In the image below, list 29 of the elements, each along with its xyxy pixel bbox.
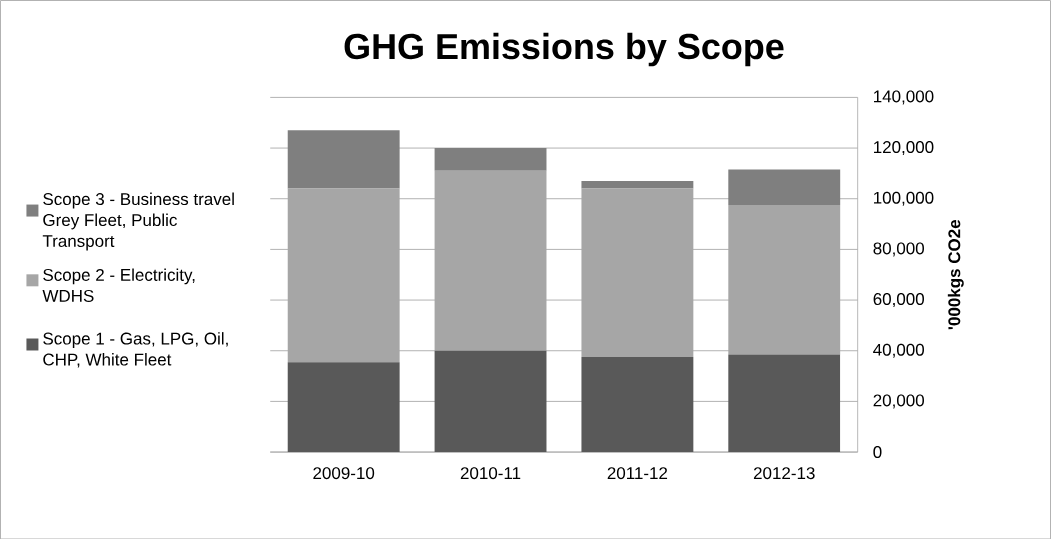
bar <box>434 147 547 171</box>
legend-label: Scope 2 - Electricity, WDHS <box>42 268 195 302</box>
y-axis-title: '000kgs CO2e <box>947 219 964 329</box>
bar <box>287 188 400 362</box>
chart-title: GHG Emissions by Scope <box>344 32 784 67</box>
bar <box>287 130 400 189</box>
y-tick-label: 120,000 <box>874 140 934 155</box>
bar <box>434 170 547 351</box>
x-tick-label: 2009-10 <box>313 466 375 479</box>
y-tick-label: 80,000 <box>873 242 924 257</box>
bar <box>434 350 547 452</box>
y-tick-label: 40,000 <box>873 343 924 358</box>
bar <box>581 180 694 189</box>
legend-label: Scope 1 - Gas, LPG, Oil, CHP, White Fleet <box>43 331 228 368</box>
bar <box>581 188 694 357</box>
bar <box>581 356 694 452</box>
y-tick-label: 100,000 <box>874 191 934 206</box>
y-tick-label: 140,000 <box>874 90 934 105</box>
x-tick-label: 2012-13 <box>753 466 815 479</box>
y-tick-label: 0 <box>873 445 882 458</box>
x-tick-label: 2010-11 <box>460 466 521 479</box>
bar <box>728 354 841 452</box>
y-tick-label: 20,000 <box>873 394 924 409</box>
bar <box>728 204 841 355</box>
y-tick-label: 60,000 <box>873 292 924 307</box>
legend-label: Scope 3 - Business travel Grey Fleet, Public Transport <box>42 192 234 251</box>
bar <box>728 169 841 205</box>
x-tick-label: 2011-12 <box>607 466 668 479</box>
bar <box>287 361 400 452</box>
